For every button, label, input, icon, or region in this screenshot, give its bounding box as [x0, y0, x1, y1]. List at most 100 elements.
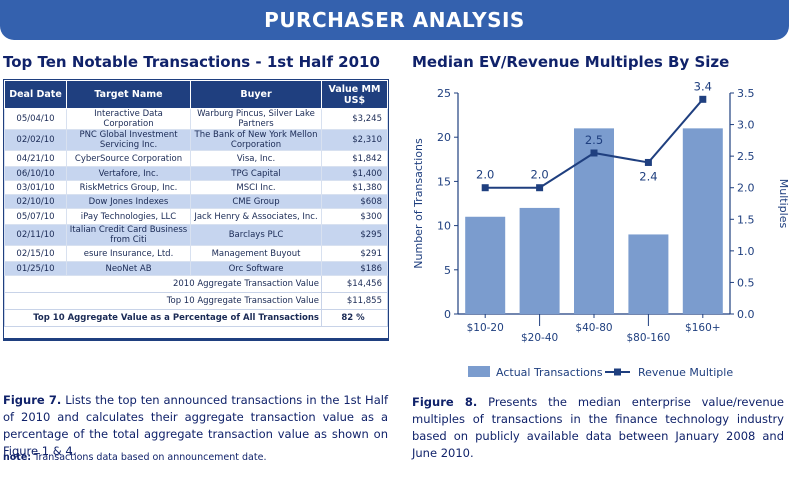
- cell-value: $2,310: [321, 129, 388, 151]
- cell-deal-date: 03/01/10: [4, 180, 67, 195]
- y-axis-title-right: Multiples: [777, 179, 789, 229]
- cell-buyer: MSCI Inc.: [190, 180, 322, 195]
- revenue-multiple-point: [590, 149, 598, 157]
- figure7-text: Lists the top ten announced transactions…: [3, 393, 388, 458]
- table-title: Top Ten Notable Transactions - 1st Half …: [3, 53, 380, 71]
- header-banner: PURCHASER ANALYSIS: [0, 0, 789, 40]
- y-tick-label-right: 1.0: [737, 245, 755, 258]
- cell-deal-date: 05/07/10: [4, 208, 67, 225]
- cell-target-name: Dow Jones Indexes: [66, 194, 191, 209]
- table-row: 02/02/10 PNC Global Investment Servicing …: [4, 129, 388, 151]
- bar: [519, 207, 560, 314]
- y-axis-title-left: Number of Transactions: [412, 138, 425, 269]
- cell-buyer: Management Buyout: [190, 245, 322, 262]
- revenue-multiple-point: [481, 184, 489, 192]
- summary-row: Top 10 Aggregate Transaction Value $11,8…: [4, 292, 388, 310]
- cell-deal-date: 05/04/10: [4, 108, 67, 130]
- cell-value: $1,842: [321, 150, 388, 167]
- summary-row: 2010 Aggregate Transaction Value $14,456: [4, 275, 388, 293]
- cell-deal-date: 04/21/10: [4, 150, 67, 167]
- revenue-multiple-label: 2.0: [476, 168, 494, 182]
- page-title: PURCHASER ANALYSIS: [264, 8, 525, 32]
- summary-label: 2010 Aggregate Transaction Value: [4, 275, 322, 293]
- cell-value: $295: [321, 224, 388, 246]
- summary-label: Top 10 Aggregate Value as a Percentage o…: [4, 309, 322, 327]
- y-tick-label-left: 25: [437, 87, 451, 100]
- cell-value: $1,380: [321, 180, 388, 195]
- y-tick-label-left: 10: [437, 220, 451, 233]
- y-tick-label-right: 3.5: [737, 87, 755, 100]
- cell-deal-date: 02/11/10: [4, 224, 67, 246]
- cell-target-name: PNC Global Investment Servicing Inc.: [66, 129, 191, 151]
- y-tick-label-right: 2.5: [737, 150, 755, 163]
- note-lead: note:: [3, 452, 32, 463]
- table-row: 03/01/10 RiskMetrics Group, Inc. MSCI Inc.…: [4, 180, 388, 195]
- header-value: Value MM US$: [321, 80, 388, 109]
- summary-value: 82 %: [321, 309, 388, 327]
- cell-value: $3,245: [321, 108, 388, 130]
- x-tick-label: $20-40: [521, 332, 558, 344]
- cell-target-name: Interactive Data Corporation: [66, 108, 191, 130]
- y-tick-label-left: 15: [437, 175, 451, 188]
- table-header-row: Deal Date Target Name Buyer Value MM US$: [4, 80, 388, 109]
- cell-target-name: NeoNet AB: [66, 261, 191, 276]
- y-tick-label-right: 0.0: [737, 308, 755, 321]
- table-row: 05/07/10 iPay Technologies, LLC Jack Henry…: [4, 208, 388, 225]
- cell-buyer: CME Group: [190, 194, 322, 209]
- cell-value: $291: [321, 245, 388, 262]
- cell-value: $300: [321, 208, 388, 225]
- revenue-multiple-label: 3.4: [694, 79, 712, 93]
- revenue-multiple-point: [536, 184, 544, 192]
- cell-buyer: Jack Henry & Associates, Inc.: [190, 208, 322, 225]
- table-row: 06/10/10 Vertafore, Inc. TPG Capital $1,400: [4, 166, 388, 181]
- summary-value: $11,855: [321, 292, 388, 310]
- cell-deal-date: 02/10/10: [4, 194, 67, 209]
- legend-swatch-bars: [468, 366, 490, 377]
- table-frame: [3, 79, 389, 341]
- revenue-multiple-point: [644, 158, 652, 166]
- header-buyer: Buyer: [190, 80, 322, 109]
- cell-buyer: Barclays PLC: [190, 224, 322, 246]
- table-row: 02/11/10 Italian Credit Card Business fro…: [4, 224, 388, 246]
- x-tick-label: $10-20: [467, 322, 504, 334]
- table-row: 02/10/10 Dow Jones Indexes CME Group $608: [4, 194, 388, 209]
- cell-deal-date: 02/15/10: [4, 245, 67, 262]
- x-tick-label: $160+: [685, 322, 721, 334]
- header-deal-date: Deal Date: [4, 80, 67, 109]
- cell-value: $608: [321, 194, 388, 209]
- cell-target-name: iPay Technologies, LLC: [66, 208, 191, 225]
- chart-title: Median EV/Revenue Multiples By Size: [412, 53, 730, 71]
- note: note: Transactions data based on announc…: [3, 452, 266, 463]
- y-tick-label-left: 0: [444, 308, 451, 321]
- note-text: Transactions data based on announcement …: [31, 452, 267, 463]
- y-tick-label-left: 5: [444, 264, 451, 277]
- ev-revenue-chart: 0 5 10 15 20 25 0.0 0.5 1.0 1.5 2.0 2.5 3.0 3.5 Number…: [412, 79, 789, 379]
- x-tick-label: $80-160: [626, 332, 670, 344]
- cell-buyer: Orc Software: [190, 261, 322, 276]
- summary-row: Top 10 Aggregate Value as a Percentage o…: [4, 309, 388, 327]
- legend-label-bars: Actual Transactions: [496, 366, 603, 379]
- summary-value: $14,456: [321, 275, 388, 293]
- cell-value: $186: [321, 261, 388, 276]
- cell-target-name: CyberSource Corporation: [66, 150, 191, 167]
- cell-buyer: Warburg Pincus, Silver Lake Partners: [190, 108, 322, 130]
- cell-target-name: esure Insurance, Ltd.: [66, 245, 191, 262]
- x-tick-label: $40-80: [575, 322, 612, 334]
- cell-deal-date: 02/02/10: [4, 129, 67, 151]
- revenue-multiple-label: 2.0: [530, 168, 548, 182]
- bar: [574, 128, 614, 314]
- cell-target-name: Vertafore, Inc.: [66, 166, 191, 181]
- figure8-lead: Figure 8.: [412, 395, 478, 409]
- revenue-multiple-point: [699, 95, 707, 103]
- figure7-caption: Figure 7. Lists the top ten announced tr…: [3, 392, 388, 460]
- cell-buyer: Visa, Inc.: [190, 150, 322, 167]
- cell-buyer: The Bank of New York Mellon Corporation: [190, 129, 322, 151]
- transactions-table: Deal Date Target Name Buyer Value MM US$…: [4, 80, 388, 327]
- summary-label: Top 10 Aggregate Transaction Value: [4, 292, 322, 310]
- cell-value: $1,400: [321, 166, 388, 181]
- bar: [465, 216, 506, 314]
- figure8-text: Presents the median enterprise value/rev…: [412, 395, 785, 460]
- y-tick-label-right: 2.0: [737, 182, 755, 195]
- cell-target-name: Italian Credit Card Business from Citi: [66, 224, 191, 246]
- cell-deal-date: 01/25/10: [4, 261, 67, 276]
